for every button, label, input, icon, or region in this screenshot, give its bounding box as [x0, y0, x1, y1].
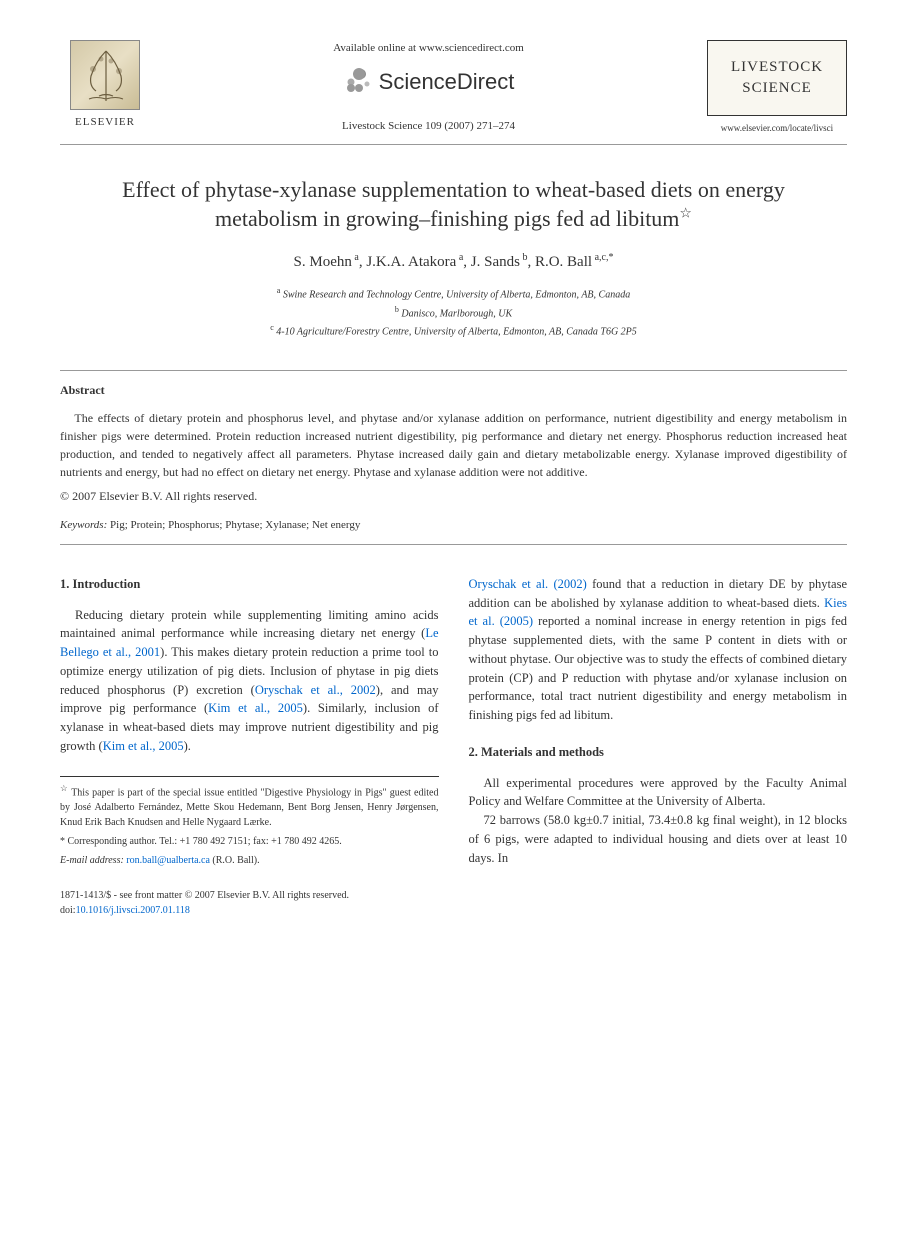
article-title: Effect of phytase-xylanase supplementati… [60, 175, 847, 234]
email-link[interactable]: ron.ball@ualberta.ca [126, 855, 210, 866]
available-online-text: Available online at www.sciencedirect.co… [170, 40, 687, 57]
journal-name-line2: SCIENCE [714, 78, 840, 99]
intro-paragraph: Reducing dietary protein while supplemen… [60, 606, 439, 756]
sciencedirect-swirl-icon [343, 66, 373, 96]
email-label: E-mail address: [60, 855, 124, 866]
affiliation-c: c 4-10 Agriculture/Forestry Centre, Univ… [60, 322, 847, 340]
divider-bottom [60, 544, 847, 545]
affiliation-a: a Swine Research and Technology Centre, … [60, 285, 847, 303]
doi-link[interactable]: 10.1016/j.livsci.2007.01.118 [76, 905, 190, 916]
footer-doi: doi:10.1016/j.livsci.2007.01.118 [60, 903, 847, 918]
elsevier-tree-icon [70, 40, 140, 110]
sciencedirect-text: ScienceDirect [379, 65, 515, 98]
abstract-copyright: © 2007 Elsevier B.V. All rights reserved… [60, 487, 847, 505]
footnotes-block: ☆ This paper is part of the special issu… [60, 776, 439, 868]
footer-copyright: 1871-1413/$ - see front matter © 2007 El… [60, 888, 847, 903]
journal-url[interactable]: www.elsevier.com/locate/livsci [707, 122, 847, 136]
abstract-text: The effects of dietary protein and phosp… [60, 409, 847, 481]
methods-p2: 72 barrows (58.0 kg±0.7 initial, 73.4±0.… [469, 811, 848, 867]
ref-oryschak-2002b[interactable]: Oryschak et al. (2002) [469, 577, 587, 591]
keywords-label: Keywords: [60, 519, 107, 531]
keywords-line: Keywords: Pig; Protein; Phosphorus; Phyt… [60, 517, 847, 534]
title-footnote-star: ☆ [679, 207, 692, 222]
page-header: ELSEVIER Available online at www.science… [60, 40, 847, 145]
affiliation-b: b Danisco, Marlborough, UK [60, 304, 847, 322]
ref-kim-2005b[interactable]: Kim et al., 2005 [103, 739, 184, 753]
footnote-corresponding: * Corresponding author. Tel.: +1 780 492… [60, 834, 439, 849]
email-suffix: (R.O. Ball). [212, 855, 259, 866]
methods-heading: 2. Materials and methods [469, 743, 848, 762]
journal-name-line1: LIVESTOCK [714, 57, 840, 78]
affiliations-block: a Swine Research and Technology Centre, … [60, 285, 847, 340]
authors-line: S. Moehn a, J.K.A. Atakora a, J. Sands b… [60, 250, 847, 274]
methods-p1: All experimental procedures were approve… [469, 774, 848, 812]
abstract-heading: Abstract [60, 381, 847, 399]
right-column: Oryschak et al. (2002) found that a redu… [469, 575, 848, 872]
journal-box-wrapper: LIVESTOCK SCIENCE www.elsevier.com/locat… [707, 40, 847, 136]
divider-top [60, 370, 847, 371]
intro-heading: 1. Introduction [60, 575, 439, 594]
elsevier-logo-block: ELSEVIER [60, 40, 150, 131]
citation-text: Livestock Science 109 (2007) 271–274 [170, 118, 687, 135]
footnote-email: E-mail address: ron.ball@ualberta.ca (R.… [60, 853, 439, 868]
ref-oryschak-2002[interactable]: Oryschak et al., 2002 [255, 683, 376, 697]
header-center: Available online at www.sciencedirect.co… [150, 40, 707, 134]
footnote-star: ☆ This paper is part of the special issu… [60, 783, 439, 830]
left-column: 1. Introduction Reducing dietary protein… [60, 575, 439, 872]
title-text: Effect of phytase-xylanase supplementati… [122, 177, 785, 232]
sciencedirect-logo: ScienceDirect [170, 65, 687, 98]
elsevier-label: ELSEVIER [60, 114, 150, 131]
page-footer: 1871-1413/$ - see front matter © 2007 El… [60, 888, 847, 918]
star-icon: ☆ [60, 784, 68, 793]
ref-kim-2005a[interactable]: Kim et al., 2005 [208, 701, 303, 715]
journal-title-box: LIVESTOCK SCIENCE [707, 40, 847, 116]
keywords-text: Pig; Protein; Phosphorus; Phytase; Xylan… [110, 519, 360, 531]
intro-continuation: Oryschak et al. (2002) found that a redu… [469, 575, 848, 725]
body-columns: 1. Introduction Reducing dietary protein… [60, 575, 847, 872]
